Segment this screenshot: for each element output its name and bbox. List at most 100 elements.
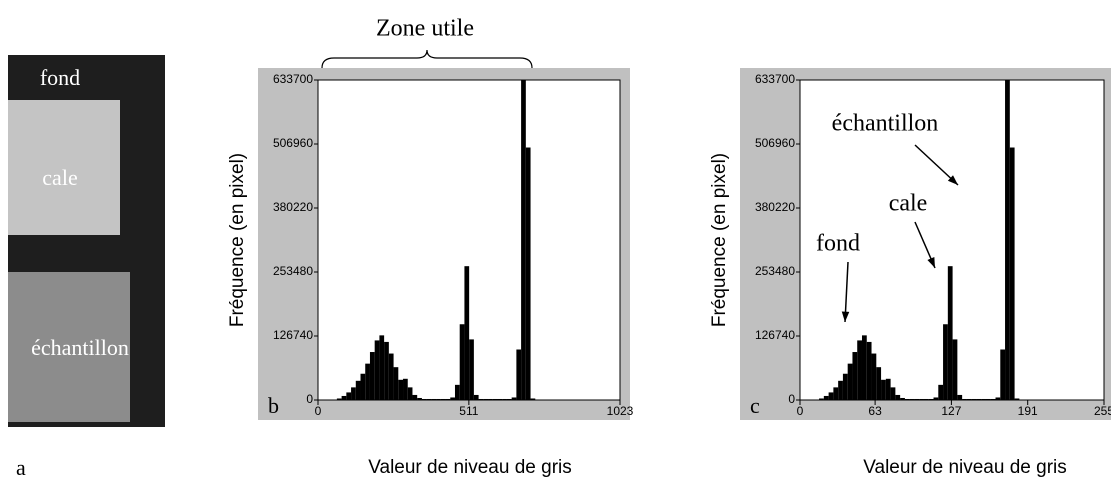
photo-label: échantillon bbox=[31, 335, 129, 360]
x-tick-label: 1023 bbox=[607, 404, 634, 418]
bar bbox=[403, 378, 408, 400]
x-axis-label: Valeur de niveau de gris bbox=[368, 457, 572, 478]
bar bbox=[909, 398, 915, 400]
bar bbox=[871, 353, 877, 400]
x-tick-label: 191 bbox=[1018, 404, 1038, 418]
bar bbox=[947, 266, 953, 400]
bar bbox=[971, 398, 977, 400]
annotation: fond bbox=[816, 231, 860, 257]
annotation: échantillon bbox=[832, 111, 939, 137]
bar bbox=[426, 398, 432, 400]
y-tick-label: 0 bbox=[306, 392, 313, 406]
x-tick-label: 255 bbox=[1094, 404, 1111, 418]
bar bbox=[398, 379, 404, 400]
bar bbox=[995, 397, 1001, 400]
bar bbox=[895, 394, 901, 400]
bar bbox=[360, 373, 366, 400]
arrow-head bbox=[947, 175, 958, 185]
bar bbox=[431, 398, 437, 400]
bar bbox=[384, 341, 389, 400]
bar bbox=[933, 397, 939, 400]
y-axis-label: Fréquence (en pixel) bbox=[709, 153, 730, 327]
bar bbox=[336, 398, 342, 400]
bar bbox=[885, 378, 891, 400]
bar bbox=[866, 341, 872, 400]
panel-letter: a bbox=[16, 455, 26, 480]
bar bbox=[464, 266, 470, 400]
bar bbox=[976, 398, 982, 400]
x-tick-label: 0 bbox=[315, 404, 322, 418]
bar bbox=[861, 335, 867, 400]
bar bbox=[469, 339, 474, 400]
bar bbox=[914, 398, 920, 400]
bar bbox=[962, 398, 967, 400]
x-tick-label: 127 bbox=[941, 404, 961, 418]
bar bbox=[900, 397, 905, 400]
brace bbox=[321, 49, 533, 69]
bar bbox=[919, 398, 924, 400]
bar bbox=[852, 352, 858, 400]
bar bbox=[1005, 80, 1010, 400]
bar bbox=[341, 395, 347, 400]
x-tick-label: 0 bbox=[797, 404, 804, 418]
bar bbox=[943, 324, 948, 400]
y-tick-label: 380220 bbox=[273, 200, 313, 214]
bar bbox=[823, 395, 829, 400]
x-tick-label: 63 bbox=[868, 404, 882, 418]
photo-cale bbox=[8, 100, 120, 235]
bar bbox=[881, 379, 886, 400]
bar bbox=[985, 398, 991, 400]
bar bbox=[365, 363, 370, 400]
bar bbox=[1014, 398, 1020, 400]
panel-letter: b bbox=[268, 393, 279, 418]
x-axis-label: Valeur de niveau de gris bbox=[863, 457, 1067, 478]
bar bbox=[450, 397, 455, 400]
photo-label: fond bbox=[40, 65, 80, 90]
bar bbox=[1000, 349, 1006, 400]
bar bbox=[511, 397, 517, 400]
bar bbox=[847, 363, 853, 400]
bar bbox=[966, 398, 972, 400]
y-tick-label: 126740 bbox=[273, 328, 313, 342]
y-tick-label: 380220 bbox=[755, 200, 795, 214]
y-tick-label: 506960 bbox=[755, 136, 795, 150]
bar bbox=[497, 398, 503, 400]
bar bbox=[346, 392, 352, 400]
photo-label: cale bbox=[42, 165, 77, 190]
bar bbox=[521, 80, 526, 400]
annotation: Zone utile bbox=[376, 16, 474, 42]
bar bbox=[492, 398, 498, 400]
bar bbox=[828, 392, 834, 400]
bar bbox=[459, 324, 465, 400]
bar bbox=[454, 384, 460, 400]
bar bbox=[478, 398, 484, 400]
bar bbox=[412, 394, 418, 400]
bar bbox=[417, 397, 422, 400]
bar bbox=[876, 367, 882, 400]
y-tick-label: 633700 bbox=[273, 72, 313, 86]
bar bbox=[938, 384, 944, 400]
bar bbox=[990, 398, 996, 400]
bar bbox=[1009, 147, 1015, 400]
bar bbox=[369, 352, 375, 400]
bar bbox=[928, 398, 934, 400]
bar bbox=[819, 398, 824, 400]
y-tick-label: 0 bbox=[788, 392, 795, 406]
bar bbox=[421, 398, 427, 400]
bar bbox=[351, 387, 356, 400]
bar bbox=[530, 398, 536, 400]
bar bbox=[525, 147, 531, 400]
y-axis-label: Fréquence (en pixel) bbox=[227, 153, 248, 327]
arrow-head bbox=[927, 257, 935, 268]
bar bbox=[436, 398, 441, 400]
bar bbox=[379, 335, 385, 400]
photo-sample bbox=[8, 272, 130, 422]
bar bbox=[483, 398, 489, 400]
bar bbox=[393, 367, 399, 400]
bar bbox=[388, 353, 394, 400]
bar bbox=[923, 398, 929, 400]
y-tick-label: 633700 bbox=[755, 72, 795, 86]
bar bbox=[374, 340, 380, 400]
bar bbox=[506, 398, 512, 400]
